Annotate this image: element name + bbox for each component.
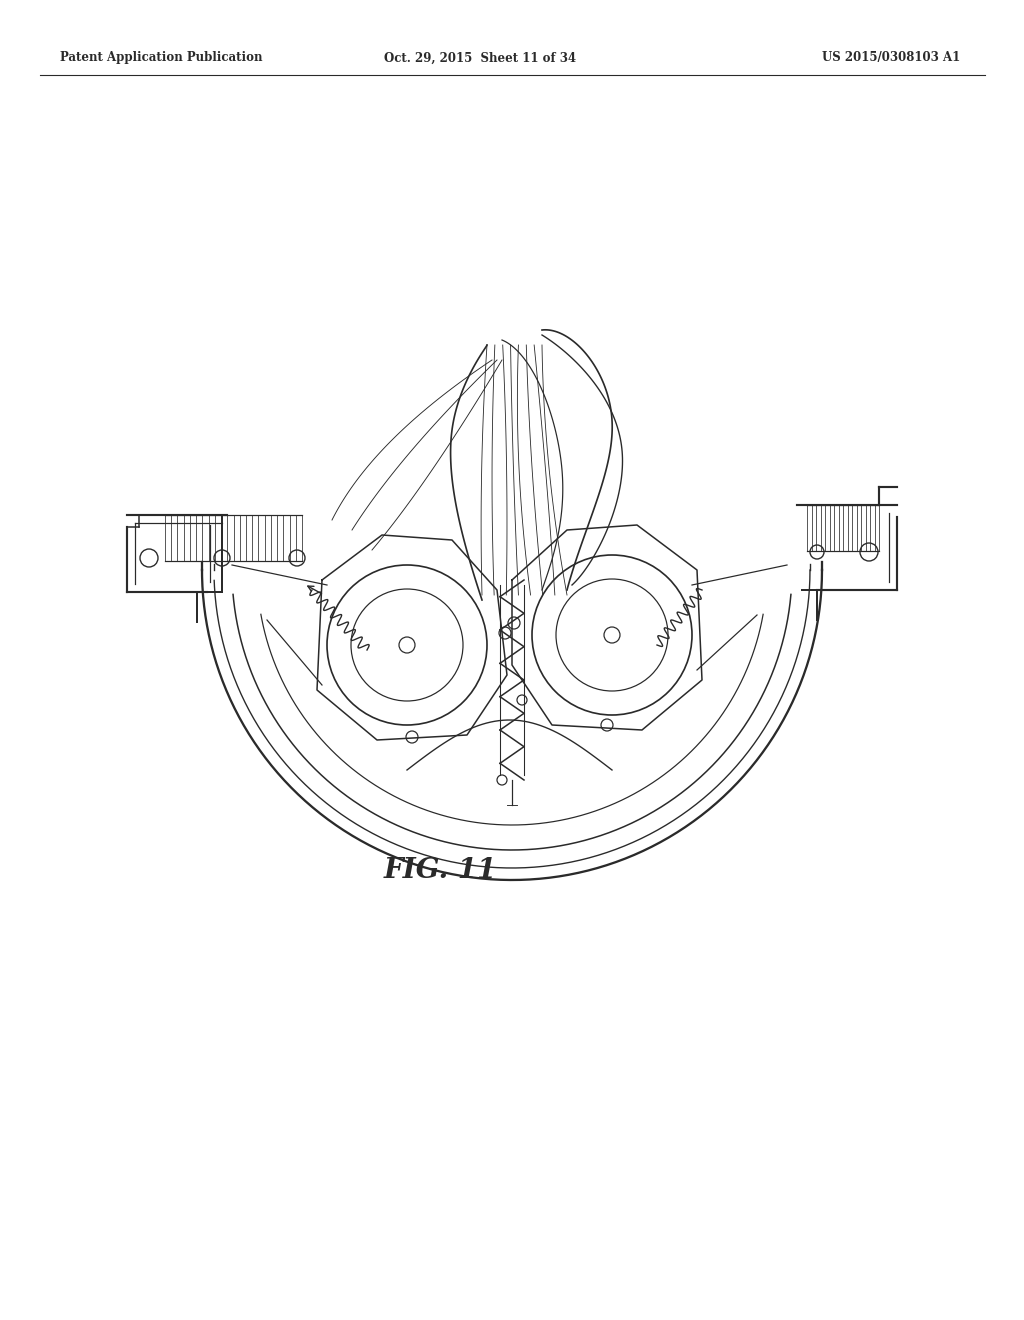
Text: FIG. 11: FIG. 11 — [383, 857, 497, 883]
Text: Patent Application Publication: Patent Application Publication — [60, 51, 262, 65]
Text: US 2015/0308103 A1: US 2015/0308103 A1 — [821, 51, 961, 65]
Text: Oct. 29, 2015  Sheet 11 of 34: Oct. 29, 2015 Sheet 11 of 34 — [384, 51, 577, 65]
